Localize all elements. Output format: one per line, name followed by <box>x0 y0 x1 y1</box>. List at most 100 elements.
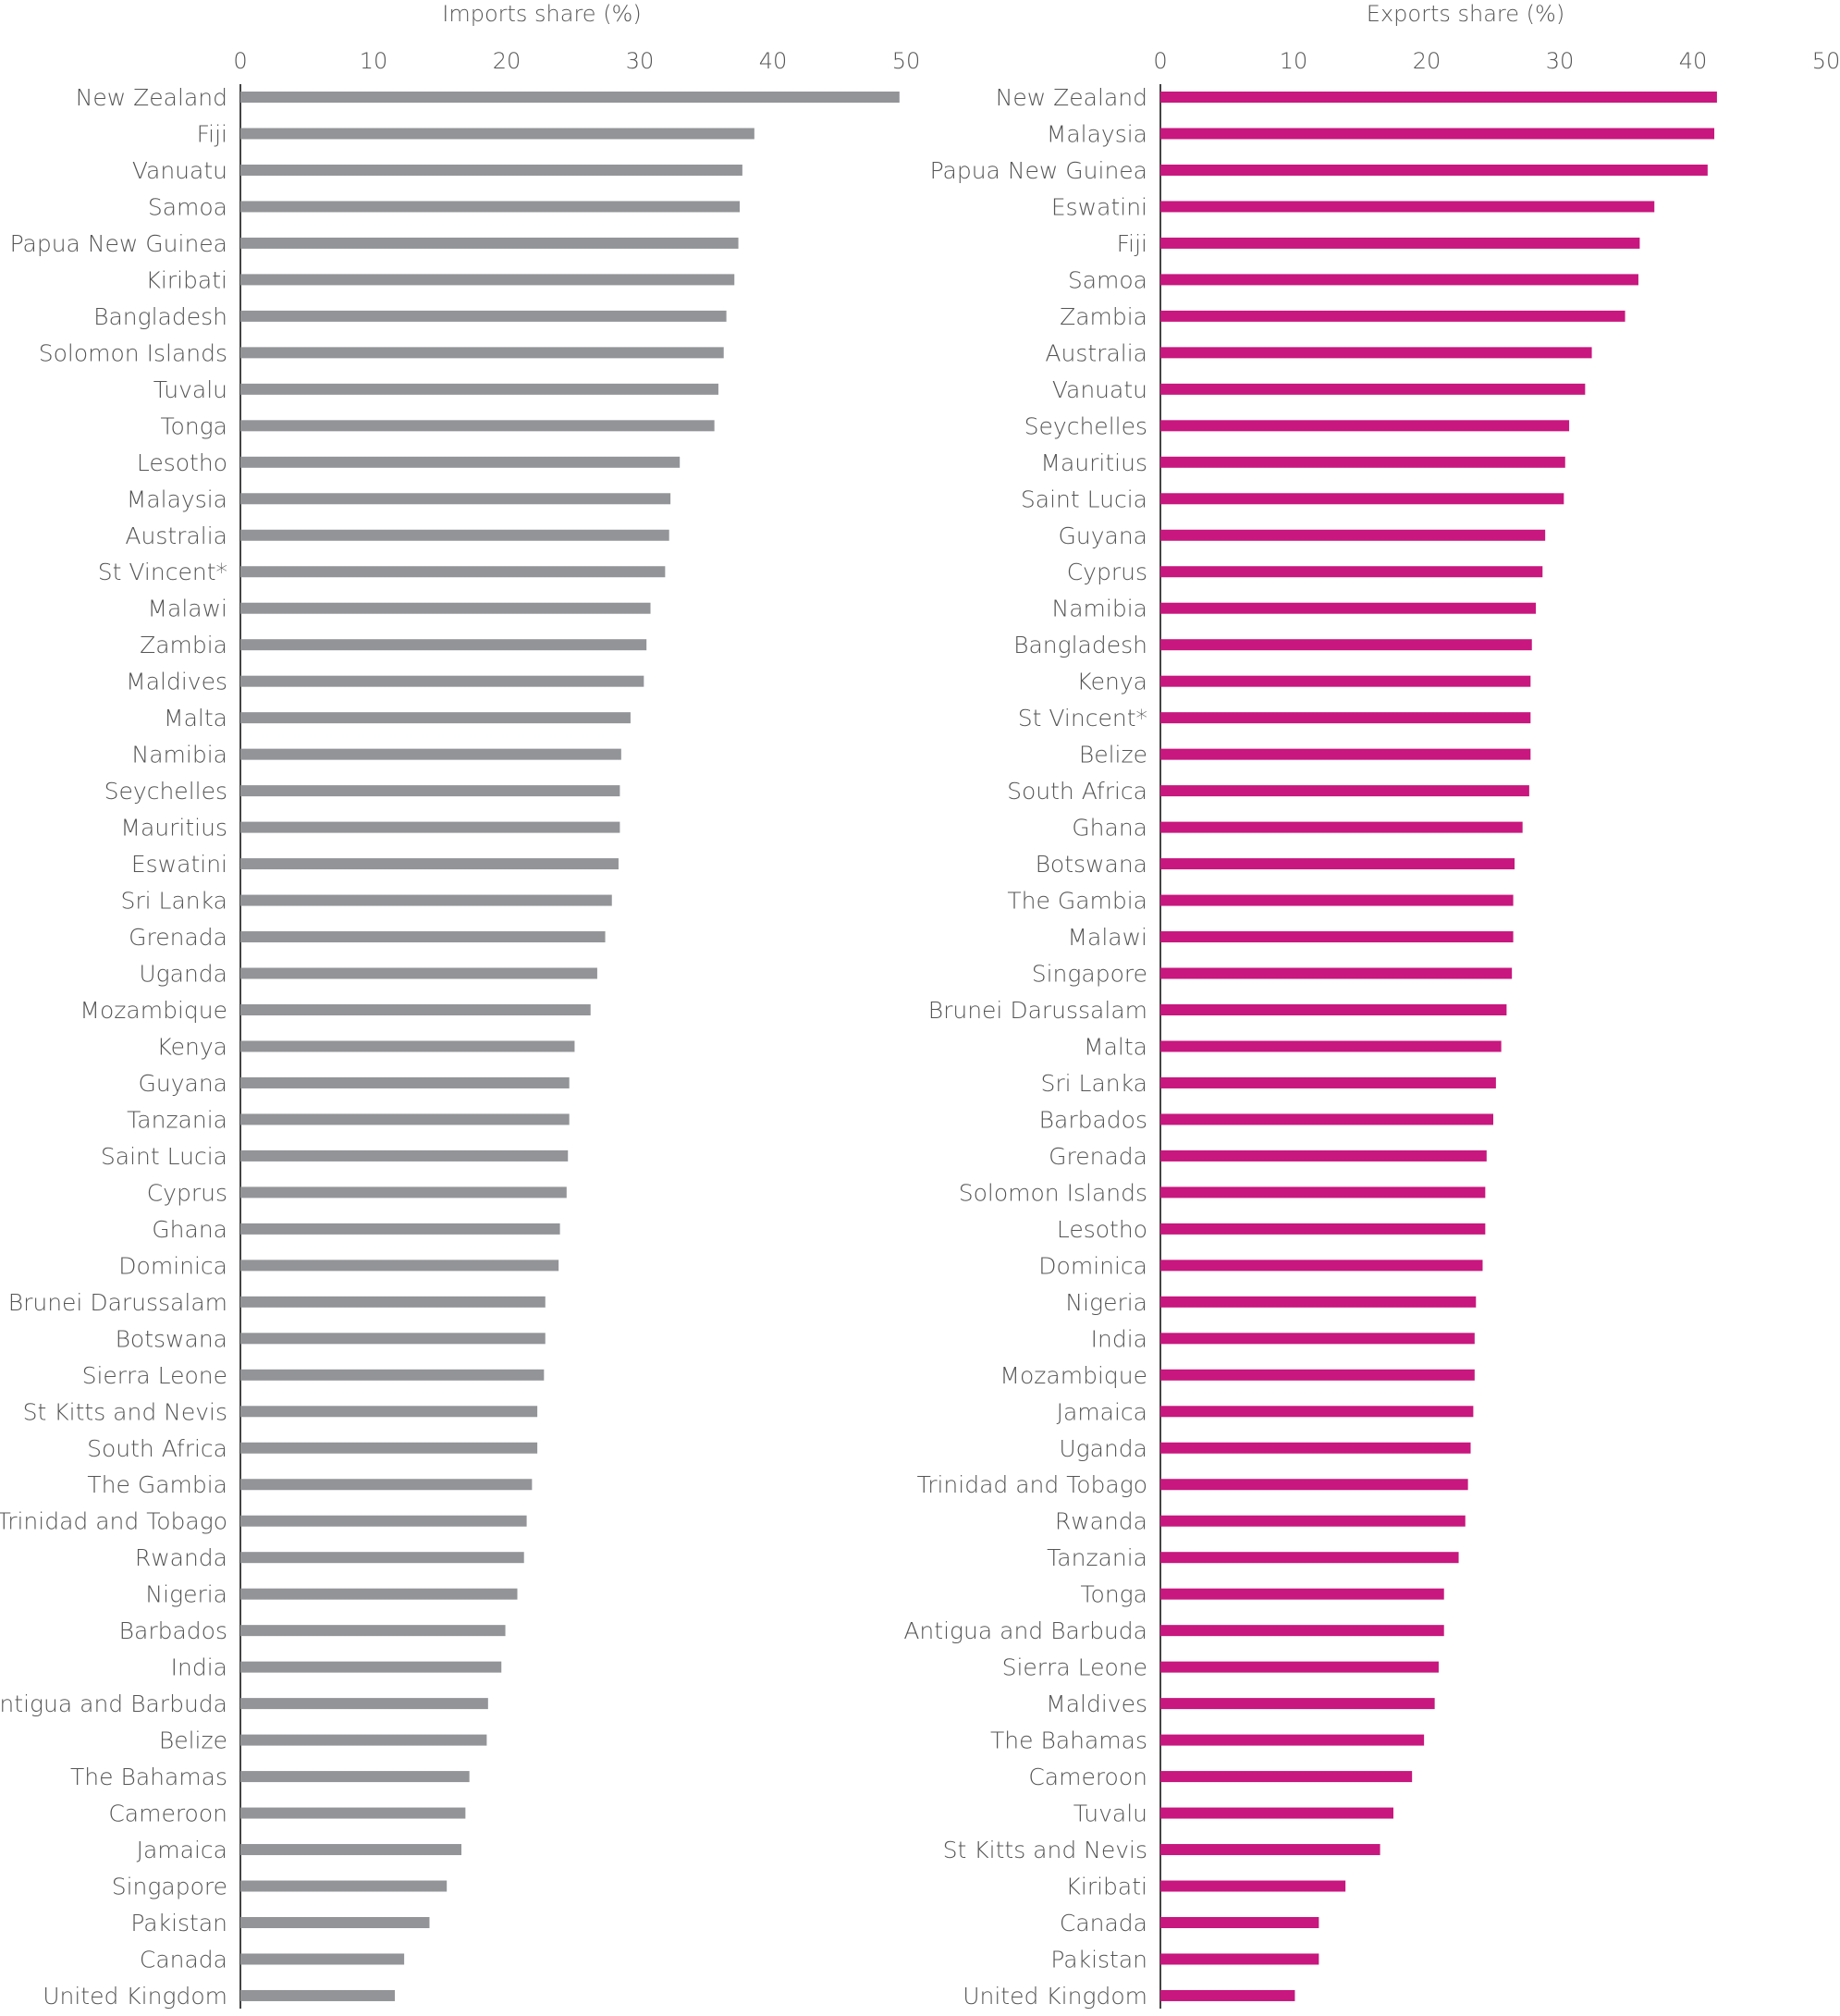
imports-bar <box>240 1989 396 2001</box>
exports-category-label: Botswana <box>1036 851 1147 878</box>
imports-category-label: Botswana <box>116 1325 227 1352</box>
exports-bar <box>1160 1661 1439 1673</box>
exports-category-label: Zambia <box>1060 303 1147 330</box>
imports-category-label: Antigua and Barbuda <box>0 1690 227 1717</box>
exports-bar <box>1160 1844 1380 1856</box>
imports-bar <box>240 858 619 870</box>
exports-category-label: Tonga <box>1081 1581 1148 1608</box>
imports-category-label: St Vincent* <box>98 559 227 585</box>
imports-bar <box>240 1479 533 1491</box>
exports-category-label: Grenada <box>1049 1143 1147 1170</box>
exports-category-label: Lesotho <box>1057 1216 1147 1243</box>
exports-bar <box>1160 785 1529 797</box>
exports-panel: Exports share (%) 0 10 20 30 40 50 New Zealand… <box>903 1 1840 2010</box>
exports-bar <box>1160 1186 1486 1199</box>
imports-bar <box>240 274 735 286</box>
imports-tick-label: 50 <box>892 48 921 74</box>
exports-bar <box>1160 566 1543 578</box>
imports-category-label: Cameroon <box>108 1801 227 1827</box>
exports-bar <box>1160 1953 1319 1965</box>
exports-category-label: Nigeria <box>1065 1289 1147 1316</box>
imports-category-label: Saint Lucia <box>101 1143 227 1170</box>
exports-category-label: United Kingdom <box>963 1983 1147 2010</box>
exports-bar <box>1160 274 1638 286</box>
imports-bar <box>240 92 900 103</box>
imports-category-label: Namibia <box>132 742 227 768</box>
imports-bar <box>240 602 651 614</box>
exports-bar <box>1160 529 1546 541</box>
exports-category-label: Antigua and Barbuda <box>903 1617 1147 1644</box>
imports-bar <box>240 639 647 651</box>
exports-bar <box>1160 1588 1444 1600</box>
imports-category-label: Mauritius <box>120 815 227 842</box>
imports-category-label: Samoa <box>148 193 227 220</box>
exports-category-label: Australia <box>1045 339 1147 366</box>
imports-bar <box>240 1260 559 1272</box>
exports-tick-label: 50 <box>1812 48 1840 74</box>
exports-bar <box>1160 858 1515 870</box>
exports-bar <box>1160 128 1715 140</box>
exports-category-label: Bangladesh <box>1013 632 1147 658</box>
exports-category-label: Trinidad and Tobago <box>917 1471 1147 1498</box>
exports-category-label: Eswatini <box>1051 193 1147 220</box>
imports-bar <box>240 1625 506 1637</box>
exports-bar <box>1160 821 1523 833</box>
exports-bar <box>1160 1296 1477 1308</box>
imports-bar <box>240 456 681 468</box>
imports-category-label: Cyprus <box>147 1179 227 1206</box>
exports-bar <box>1160 347 1592 359</box>
exports-bar <box>1160 493 1564 505</box>
imports-category-label: United Kingdom <box>43 1983 227 2010</box>
imports-bar <box>240 310 727 322</box>
exports-bar <box>1160 310 1625 322</box>
exports-category-label: Cameroon <box>1028 1764 1147 1790</box>
exports-category-label: Rwanda <box>1055 1508 1147 1535</box>
exports-bar <box>1160 1771 1413 1783</box>
imports-category-label: Maldives <box>126 669 227 695</box>
imports-category-label: New Zealand <box>76 84 227 111</box>
exports-tick-label: 30 <box>1546 48 1575 74</box>
imports-bar <box>240 748 621 760</box>
imports-bar <box>240 1734 487 1746</box>
imports-category-label: Sri Lanka <box>121 888 228 915</box>
exports-category-label: Barbados <box>1039 1106 1147 1133</box>
imports-bar <box>240 164 742 176</box>
exports-category-label: Malta <box>1084 1033 1147 1060</box>
imports-category-label: Dominica <box>118 1252 227 1279</box>
imports-bar <box>240 1917 430 1928</box>
imports-bar <box>240 1406 538 1418</box>
exports-category-label: Kiribati <box>1065 1874 1147 1900</box>
exports-category-label: Mozambique <box>1000 1362 1147 1389</box>
imports-bar <box>240 493 671 505</box>
exports-category-label: Brunei Darussalam <box>928 997 1147 1024</box>
exports-category-label: Cyprus <box>1067 559 1147 585</box>
imports-bar <box>240 1076 570 1088</box>
imports-bar <box>240 1333 546 1345</box>
exports-bar <box>1160 639 1532 651</box>
exports-axis-title: Exports share (%) <box>1367 1 1564 27</box>
exports-bar <box>1160 675 1531 687</box>
imports-category-label: Grenada <box>129 924 227 951</box>
imports-category-label: Guyana <box>139 1070 228 1097</box>
imports-tick-label: 40 <box>759 48 788 74</box>
imports-category-label: Tuvalu <box>153 376 227 403</box>
exports-bar <box>1160 712 1531 724</box>
imports-bar <box>240 1698 488 1710</box>
exports-bar <box>1160 1479 1468 1491</box>
imports-bar <box>240 201 740 213</box>
exports-bar <box>1160 1223 1486 1235</box>
exports-bar <box>1160 383 1586 395</box>
exports-category-label: South Africa <box>1007 778 1147 805</box>
imports-bar <box>240 1771 470 1783</box>
exports-bar <box>1160 967 1513 979</box>
imports-category-label: South Africa <box>87 1435 227 1462</box>
imports-bar <box>240 1149 569 1162</box>
exports-bar <box>1160 1917 1319 1928</box>
exports-category-label: St Vincent* <box>1018 705 1147 731</box>
exports-tick-label: 10 <box>1280 48 1308 74</box>
exports-category-label: The Bahamas <box>990 1727 1147 1754</box>
exports-category-label: India <box>1091 1325 1147 1352</box>
exports-bar <box>1160 1260 1483 1272</box>
exports-bar <box>1160 1076 1496 1088</box>
imports-category-label: Lesotho <box>137 449 227 476</box>
